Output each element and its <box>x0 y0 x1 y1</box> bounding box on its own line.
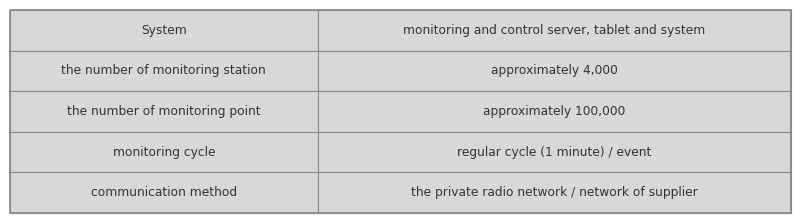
Bar <box>10 132 318 172</box>
Text: the number of monitoring station: the number of monitoring station <box>62 64 266 77</box>
Bar <box>318 172 791 213</box>
Text: approximately 4,000: approximately 4,000 <box>491 64 618 77</box>
Bar <box>10 51 318 91</box>
Text: monitoring cycle: monitoring cycle <box>113 146 215 159</box>
Bar <box>318 132 791 172</box>
Text: regular cycle (1 minute) / event: regular cycle (1 minute) / event <box>457 146 651 159</box>
Text: communication method: communication method <box>91 186 237 199</box>
Bar <box>318 172 791 213</box>
Bar <box>10 91 318 132</box>
Bar <box>10 172 318 213</box>
Bar <box>10 172 318 213</box>
Bar <box>10 91 318 132</box>
Text: the private radio network / network of supplier: the private radio network / network of s… <box>411 186 698 199</box>
Text: System: System <box>141 24 187 37</box>
Bar <box>10 10 318 51</box>
Text: approximately 100,000: approximately 100,000 <box>483 105 626 118</box>
Bar <box>10 132 318 172</box>
Bar <box>318 51 791 91</box>
Bar <box>10 10 318 51</box>
Bar <box>318 10 791 51</box>
Text: monitoring and control server, tablet and system: monitoring and control server, tablet an… <box>403 24 706 37</box>
Bar <box>318 51 791 91</box>
Bar <box>318 91 791 132</box>
Text: the number of monitoring point: the number of monitoring point <box>67 105 260 118</box>
Bar <box>318 10 791 51</box>
Bar <box>318 91 791 132</box>
Bar <box>318 132 791 172</box>
Bar <box>10 51 318 91</box>
